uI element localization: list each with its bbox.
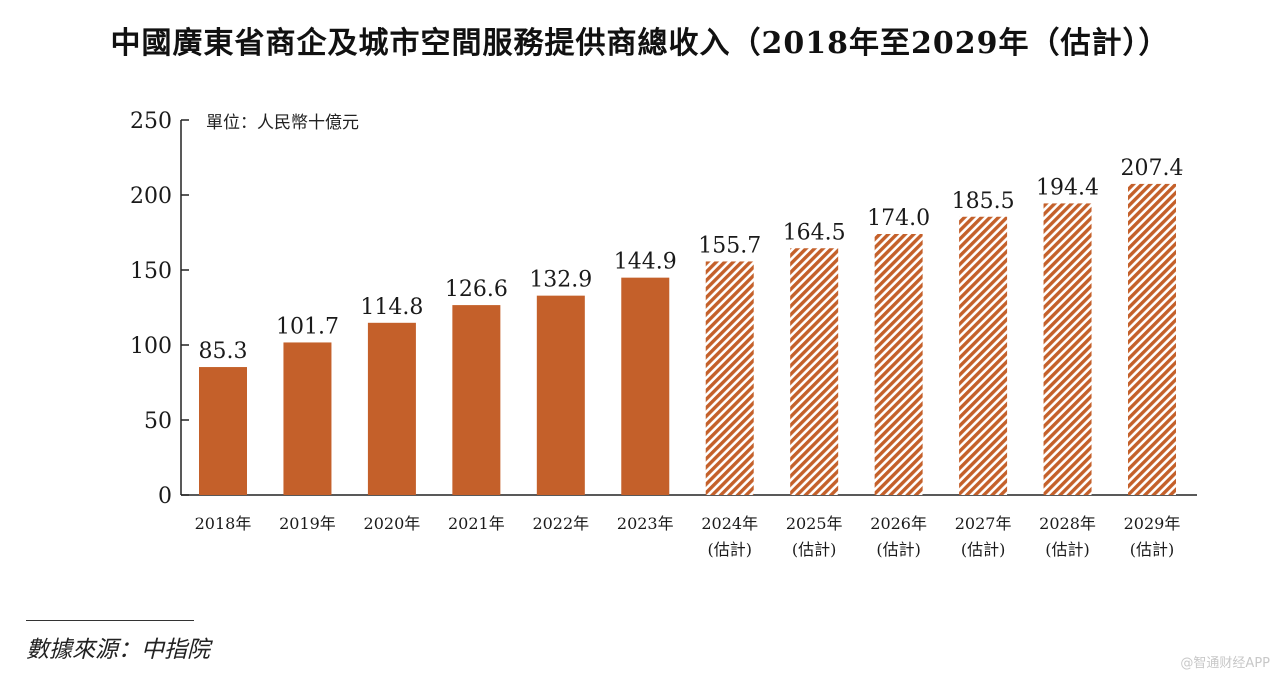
x-tick-sublabel: (估計) [1130,540,1175,559]
bar-value-label: 155.7 [698,233,761,258]
bar [452,305,501,495]
bar [199,367,247,495]
x-tick-label: 2021年 [448,514,505,533]
x-tick-label: 2028年 [1039,514,1096,533]
bar-value-label: 101.7 [276,314,339,339]
x-tick-label: 2020年 [364,514,421,533]
x-tick-sublabel: (估計) [876,540,921,559]
bar-estimated [1043,203,1092,495]
bar-estimated [1128,183,1176,495]
y-tick-label: 50 [144,409,172,434]
x-tick-sublabel: (估計) [707,540,752,559]
x-tick-label: 2029年 [1124,514,1181,533]
x-tick-label: 2026年 [870,514,927,533]
x-tick-sublabel: (估計) [961,540,1006,559]
bar-estimated [874,234,923,495]
y-tick-label: 100 [130,334,172,359]
watermark: @智通财经APP [1180,656,1270,671]
source-divider [26,620,194,621]
x-tick-label: 2025年 [786,514,843,533]
bar-estimated [790,248,839,495]
bar-value-label: 126.6 [445,277,508,302]
chart-title: 中國廣東省商企及城市空間服務提供商總收入（2018年至2029年（估計）） [110,26,1170,61]
chart-labels: 85.3 2018年 101.7 2019年 114.8 2020年 126.6 2021年 1… [195,156,1184,559]
bar-chart: 0 50 100 150 200 250 85.3 2018年 101.7 2019年 114.8… [130,109,1197,559]
source-note: 數據來源：中指院 [26,637,210,663]
x-tick-label: 2023年 [617,514,674,533]
bar [283,342,332,495]
x-tick-sublabel: (估計) [792,540,837,559]
x-tick-sublabel: (估計) [1045,540,1090,559]
y-tick-label: 150 [130,259,172,284]
bar [536,295,585,495]
bar-value-label: 164.5 [783,220,846,245]
bar-value-label: 114.8 [360,295,423,320]
bar-value-label: 194.4 [1036,175,1099,200]
x-tick-label: 2018年 [195,514,252,533]
bar-estimated [959,216,1008,495]
bar-value-label: 174.0 [867,206,930,231]
bar [621,277,670,495]
unit-label: 單位：人民幣十億元 [206,113,359,133]
y-tick-label: 250 [130,109,172,134]
y-tick-label: 0 [158,484,172,509]
bar-value-label: 144.9 [614,250,677,275]
x-tick-label: 2024年 [701,514,758,533]
x-tick-label: 2027年 [955,514,1012,533]
y-tick-label: 200 [130,184,172,209]
bar-value-label: 85.3 [199,339,248,364]
x-tick-label: 2022年 [532,514,589,533]
x-tick-label: 2019年 [279,514,336,533]
bar-value-label: 207.4 [1121,156,1184,181]
bar-value-label: 185.5 [952,189,1015,214]
chart-axes: 0 50 100 150 200 250 [130,109,1197,509]
chart-bars [199,183,1176,495]
bar-value-label: 132.9 [529,268,592,293]
bar-estimated [705,261,754,495]
bar [367,322,416,495]
